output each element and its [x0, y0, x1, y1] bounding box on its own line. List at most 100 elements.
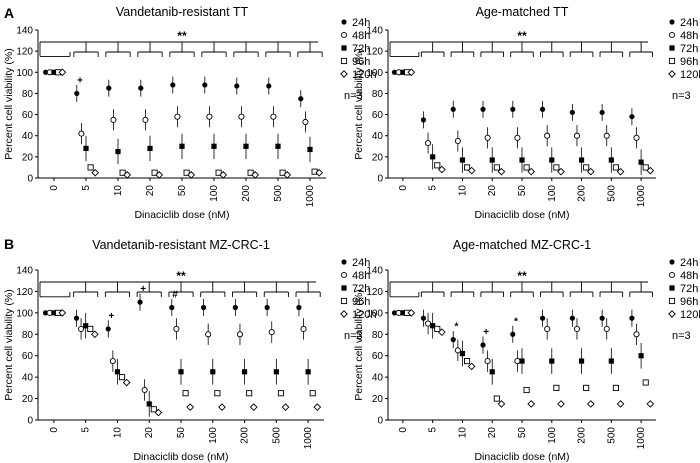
x-tick-label: 500	[273, 185, 284, 202]
data-point	[187, 170, 196, 179]
data-point	[147, 145, 153, 151]
legend-marker	[340, 271, 348, 279]
data-point	[467, 362, 476, 371]
data-point	[247, 169, 254, 176]
y-tick-label: 20	[22, 394, 34, 405]
data-point	[569, 109, 575, 116]
x-tick-label: 1000	[303, 427, 314, 450]
x-tick-label: 200	[241, 185, 252, 202]
data-point	[73, 315, 80, 321]
significance-mark: +	[483, 327, 489, 338]
data-point	[268, 329, 275, 336]
x-tick-label: 200	[577, 185, 588, 202]
data-point	[141, 386, 148, 394]
data-point	[296, 304, 302, 311]
legend-marker	[669, 259, 675, 265]
data-point	[557, 167, 565, 176]
y-tick-label: 120	[16, 287, 33, 298]
y-axis-label: Percent cell viability (%)	[3, 48, 15, 159]
data-point	[527, 400, 536, 408]
chart-title: Vandetanib-resistant MZ-CRC-1	[92, 238, 270, 252]
legend-marker	[341, 19, 347, 25]
legend-label: 96h	[352, 296, 370, 308]
chart-panel: B Vandetanib-resistant MZ-CRC-1 0 20 40 60 80 1…	[3, 236, 376, 463]
x-tick-label: 5	[81, 185, 92, 191]
data-point	[114, 369, 121, 375]
legend-label: 72h	[680, 43, 698, 55]
legend-label: 48h	[352, 270, 370, 282]
data-point	[519, 157, 525, 163]
y-tick-label: 20	[22, 152, 34, 163]
y-axis-label: Percent cell viability (%)	[353, 48, 365, 159]
data-point	[238, 113, 245, 120]
legend-label: 72h	[352, 283, 370, 295]
data-point	[173, 325, 180, 332]
data-point	[430, 323, 436, 329]
chart-title: Age-matched MZ-CRC-1	[453, 238, 591, 252]
legend-marker	[668, 70, 676, 78]
significance-mark: *	[514, 316, 518, 327]
significance-mark: #	[172, 290, 178, 301]
data-point	[400, 69, 406, 75]
data-point	[573, 132, 581, 139]
chart-panel: Age-matched TT 0 20 40 60 80 100 120 140 0 5 10 20 50…	[353, 5, 700, 221]
x-tick-label: 1000	[636, 185, 647, 208]
data-point	[420, 117, 427, 123]
data-point	[186, 403, 195, 411]
legend-label: 24h	[680, 17, 698, 29]
data-point	[264, 304, 270, 311]
y-tick-label: 120	[366, 47, 383, 58]
data-point	[43, 69, 49, 75]
x-tick-label: 200	[240, 427, 251, 444]
legend-marker	[341, 45, 347, 51]
data-point	[155, 170, 164, 179]
data-point	[58, 68, 67, 77]
data-point	[434, 325, 441, 332]
x-tick-label: 5	[428, 427, 439, 433]
data-point	[202, 82, 208, 88]
legend-marker	[669, 19, 675, 25]
legend-marker	[341, 285, 347, 291]
data-point	[430, 154, 436, 160]
data-point	[391, 69, 398, 75]
significance-mark: +	[140, 284, 146, 295]
data-point	[603, 132, 610, 139]
data-point	[154, 408, 163, 417]
data-point	[87, 164, 94, 171]
y-tick-label: 60	[372, 351, 384, 362]
n-label: n=3	[344, 330, 363, 342]
y-tick-label: 80	[22, 89, 34, 100]
data-point	[300, 325, 307, 332]
x-tick-label: 1000	[636, 427, 647, 450]
legend-label: 96h	[680, 296, 698, 308]
data-point	[646, 400, 655, 408]
legend-label: 24h	[680, 257, 698, 269]
y-tick-label: 120	[366, 287, 383, 298]
data-point	[183, 169, 190, 176]
data-point	[603, 325, 610, 332]
data-point	[557, 400, 565, 408]
y-tick-label: 140	[16, 266, 33, 277]
data-point	[146, 401, 152, 407]
data-point	[275, 143, 281, 149]
x-tick-label: 100	[208, 427, 219, 444]
data-point	[313, 403, 322, 411]
data-point	[210, 369, 216, 375]
legend-marker	[668, 297, 676, 305]
x-tick-label: 20	[145, 185, 156, 197]
x-tick-label: 100	[547, 427, 558, 444]
x-tick-label: 50	[176, 427, 187, 439]
chart-panel: A Vandetanib-resistant TT0204060801001201…	[3, 5, 376, 221]
x-tick-label: 500	[271, 427, 282, 444]
data-point	[527, 167, 536, 176]
data-point	[105, 326, 111, 332]
data-point	[391, 310, 398, 316]
y-tick-label: 80	[372, 330, 384, 341]
n-label: n=3	[672, 330, 691, 342]
legend-label: 120h	[352, 309, 376, 321]
data-point	[573, 325, 581, 332]
significance-mark: +	[109, 311, 115, 322]
data-point	[497, 167, 506, 176]
y-tick-label: 0	[27, 174, 33, 185]
data-point	[218, 403, 226, 411]
